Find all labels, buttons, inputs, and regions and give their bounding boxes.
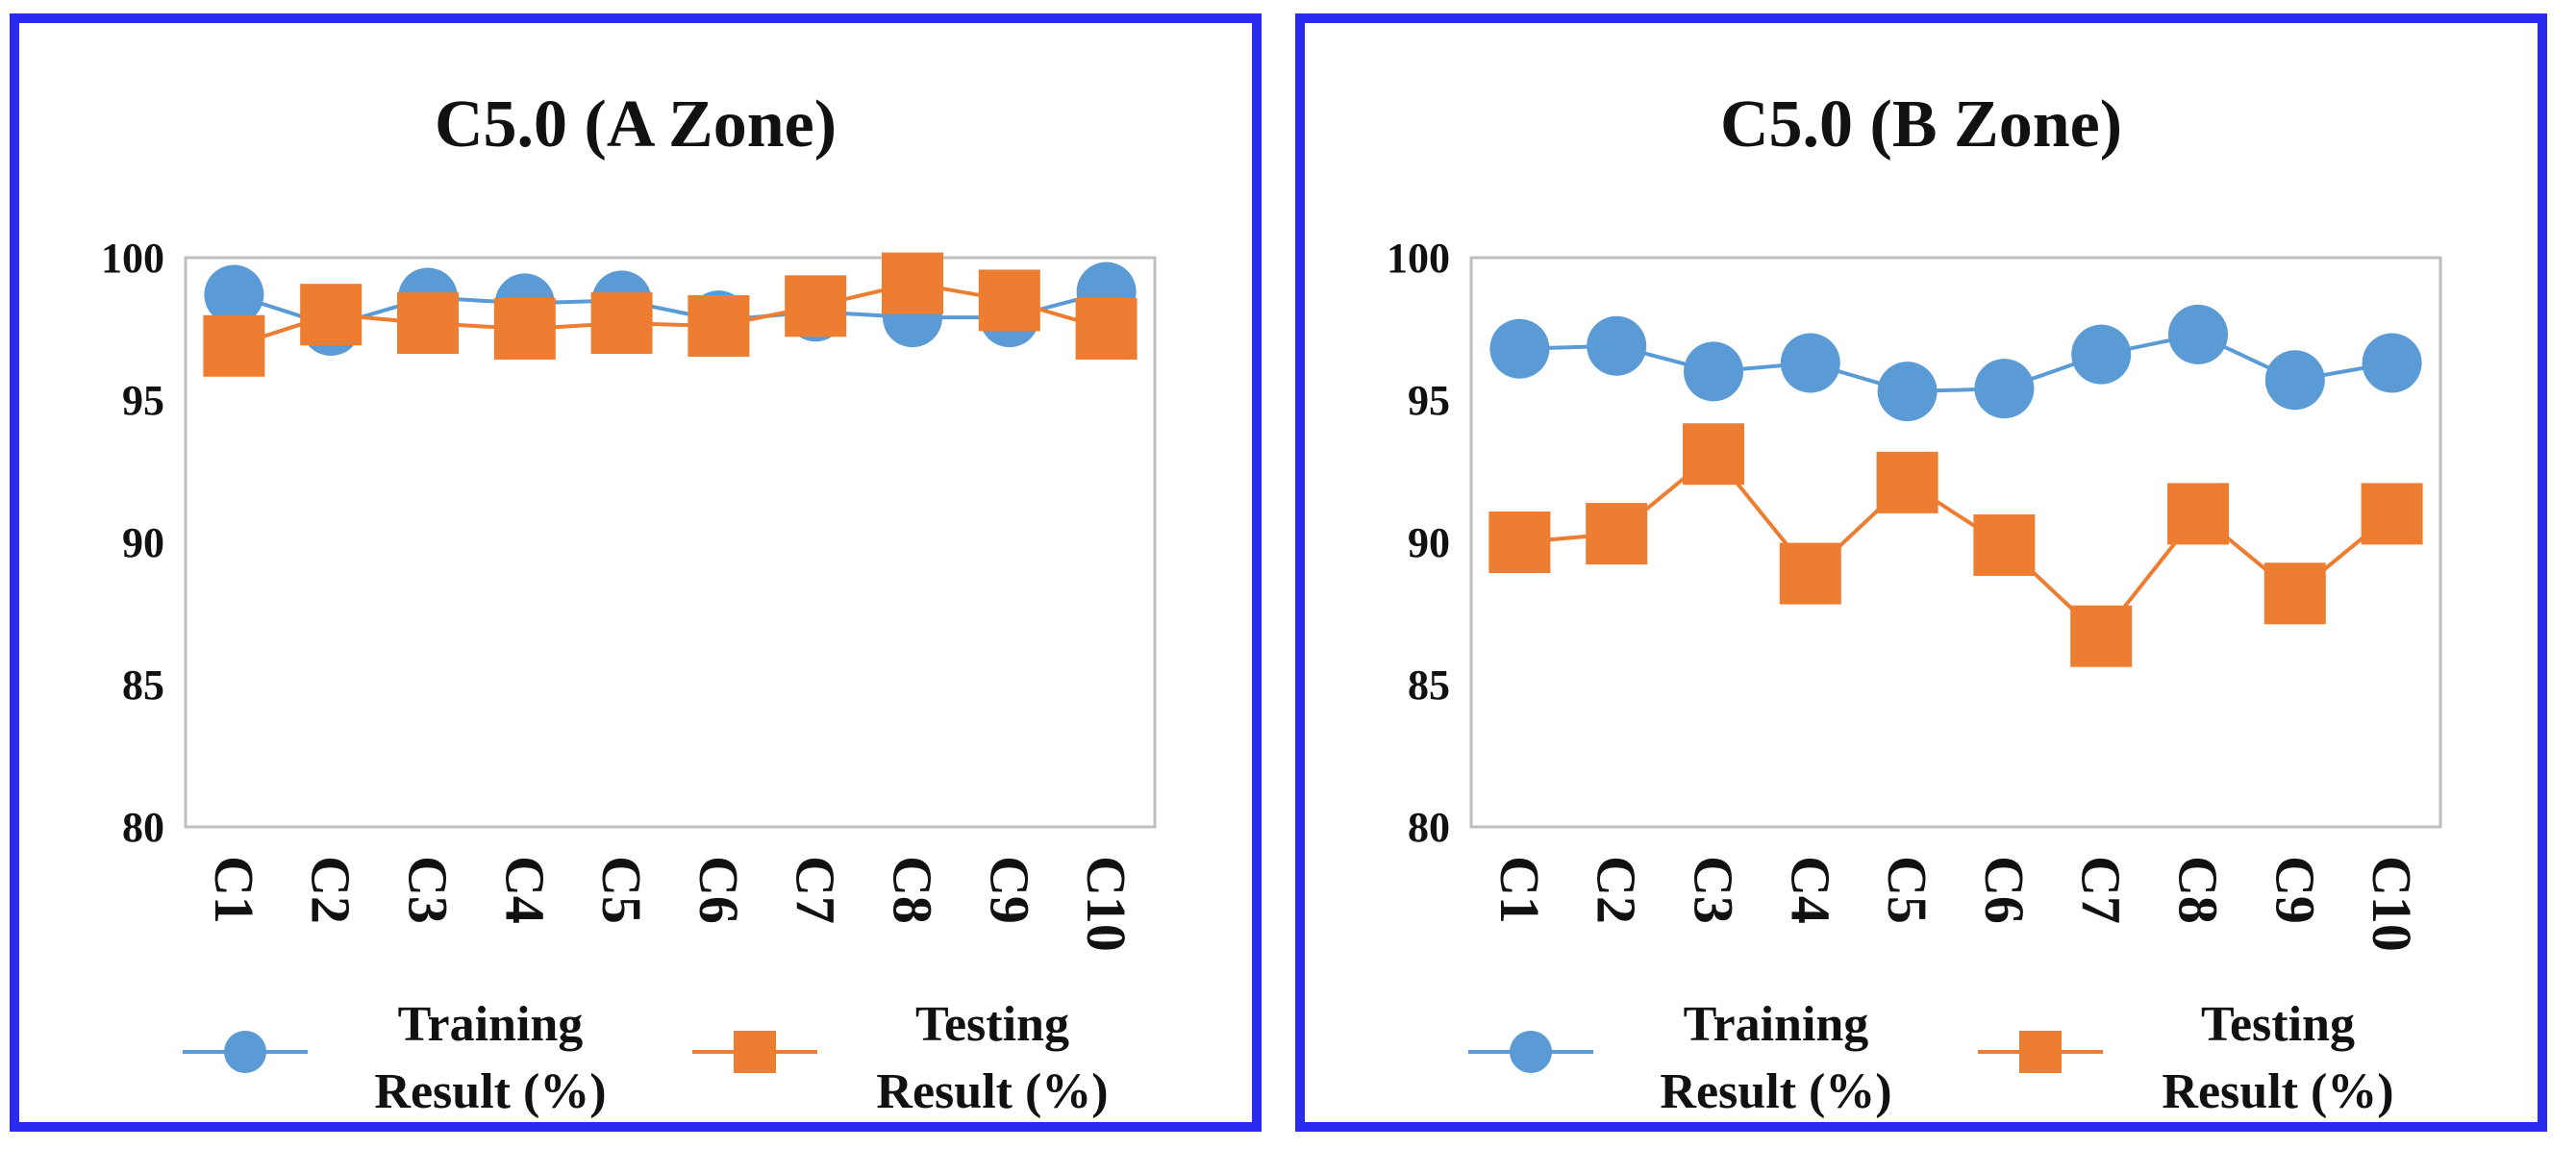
testing-point: [1683, 423, 1744, 486]
training-point: [2264, 350, 2325, 411]
legend-label-line1: Training: [1684, 997, 1869, 1052]
chart-panel-b: C5.0 (B Zone) 100 95 90 85 80 C1 C2 C3 C4 C5 C6 C7 C8…: [1295, 13, 2547, 1132]
legend-marker-circle: [224, 1031, 266, 1073]
y-tick-label: 85: [1408, 662, 1450, 709]
testing-point: [1075, 298, 1138, 360]
legend-marker-square: [734, 1031, 776, 1073]
testing-point: [1779, 542, 1841, 605]
testing-point: [1876, 451, 1938, 513]
testing-point: [203, 314, 265, 377]
legend-marker-square: [2019, 1031, 2062, 1073]
legend-label-line2: Result (%): [876, 1064, 1108, 1119]
training-point: [204, 264, 264, 325]
series-line-training: [1519, 332, 2392, 394]
legend-label-line2: Result (%): [1660, 1064, 1891, 1119]
training-point: [1684, 341, 1743, 402]
x-tick-label: C4: [493, 856, 556, 924]
legend-label-line1: Training: [398, 997, 584, 1052]
training-point: [1780, 333, 1840, 393]
testing-point: [1586, 503, 1648, 565]
legend-label-line2: Result (%): [2162, 1064, 2393, 1119]
chart-b-svg: C5.0 (B Zone) 100 95 90 85 80 C1 C2 C3 C4 C5 C6 C7 C8…: [1387, 87, 2442, 1119]
y-tick-label: 80: [122, 804, 164, 851]
x-tick-label: C1: [1488, 856, 1551, 924]
training-point: [1974, 359, 2035, 419]
x-tick-label: C2: [1586, 856, 1648, 924]
testing-point: [397, 292, 459, 355]
x-tick-label: C10: [2361, 856, 2423, 952]
series-line-training: [233, 289, 1108, 329]
testing-point: [2070, 605, 2133, 667]
x-tick-label: C8: [882, 856, 944, 924]
x-tick-label: C2: [300, 856, 363, 924]
training-point: [1877, 362, 1938, 422]
legend-label-line2: Result (%): [374, 1064, 606, 1119]
y-tick-label: 80: [1408, 804, 1450, 851]
y-tick-label: 85: [122, 662, 164, 709]
y-tick-label: 100: [101, 235, 164, 282]
testing-point: [300, 284, 363, 346]
x-tick-label: C6: [688, 856, 750, 924]
x-tick-label: C10: [1075, 856, 1138, 952]
training-point: [1587, 315, 1647, 376]
training-point: [2362, 333, 2422, 393]
x-tick-label: C7: [785, 856, 847, 924]
testing-point: [493, 298, 556, 360]
testing-point: [688, 295, 750, 358]
testing-point: [2263, 562, 2326, 625]
testing-point: [2167, 483, 2229, 545]
series-line-testing: [233, 281, 1108, 348]
series-line-testing: [1519, 451, 2393, 639]
testing-point: [1973, 513, 2036, 576]
y-tick-label: 95: [122, 377, 164, 424]
x-tick-label: C1: [203, 856, 265, 924]
x-tick-label: C5: [590, 856, 653, 924]
chart-a-svg: C5.0 (A Zone) 100 95 90 85 80 C1 C2 C3 C4 C5 C6 C7 C8…: [101, 87, 1157, 1119]
x-tick-label: C9: [978, 856, 1040, 924]
x-tick-label: C6: [1973, 856, 2036, 924]
legend-label-line1: Testing: [915, 997, 1069, 1052]
legend-label-line1: Testing: [2201, 997, 2355, 1052]
training-point: [2168, 304, 2228, 364]
testing-point: [882, 252, 943, 314]
x-tick-label: C8: [2167, 856, 2230, 924]
x-tick-label: C5: [1876, 856, 1938, 924]
x-tick-label: C3: [1683, 856, 1745, 924]
testing-point: [785, 275, 847, 337]
chart-title: C5.0 (B Zone): [1720, 87, 2122, 162]
testing-point: [978, 269, 1040, 332]
x-tick-label: C3: [397, 856, 460, 924]
y-tick-label: 95: [1408, 377, 1450, 424]
legend-marker-circle: [1510, 1031, 1552, 1073]
testing-point: [1488, 512, 1551, 573]
training-point: [2071, 324, 2132, 385]
x-tick-label: C4: [1779, 856, 1841, 924]
x-tick-label: C7: [2070, 856, 2133, 924]
testing-point: [590, 292, 653, 355]
testing-point: [2361, 483, 2423, 545]
chart-panel-a: C5.0 (A Zone) 100 95 90 85 80 C1 C2 C3 C4 C5 C6 C7 C8…: [10, 13, 1262, 1132]
y-tick-label: 90: [122, 519, 164, 566]
chart-title: C5.0 (A Zone): [435, 87, 837, 162]
training-point: [1489, 318, 1550, 379]
x-tick-label: C9: [2263, 856, 2326, 924]
plot-area: [184, 256, 1157, 829]
y-tick-label: 100: [1387, 235, 1450, 282]
y-tick-label: 90: [1408, 519, 1450, 566]
